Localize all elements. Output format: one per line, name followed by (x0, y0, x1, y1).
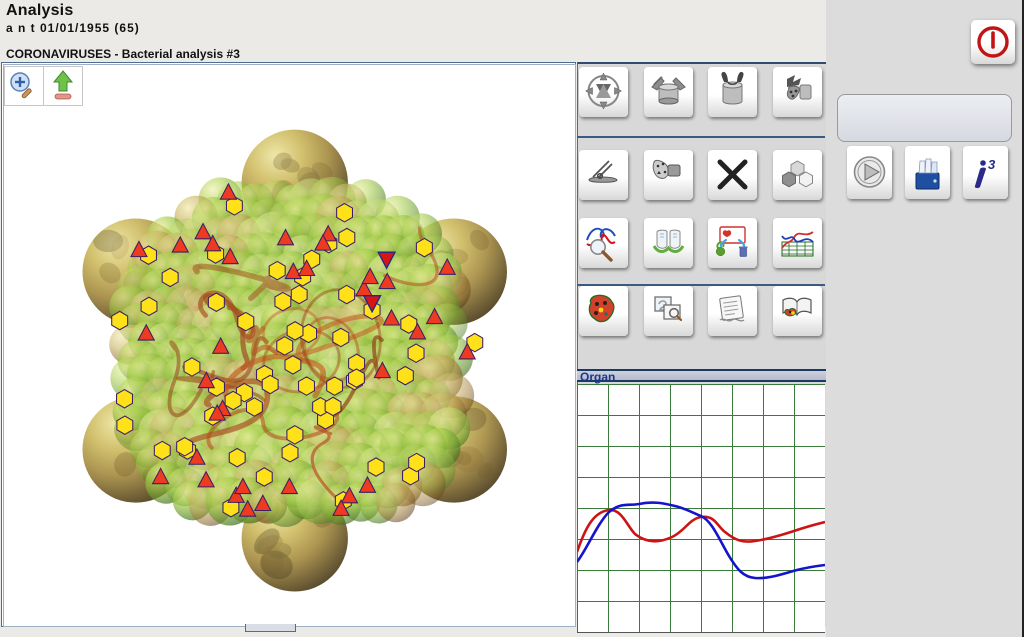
svg-text:3: 3 (988, 157, 996, 172)
